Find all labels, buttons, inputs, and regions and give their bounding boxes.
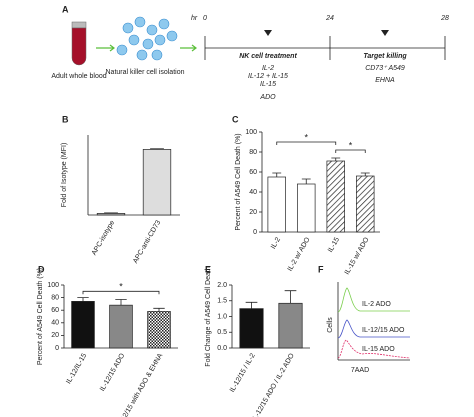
x-tick-label: APC-isotype: [91, 219, 117, 256]
label: EHNA: [375, 77, 395, 84]
x-tick-label: IL-15 w/ ADO: [344, 236, 371, 276]
y-tick-label: 100: [245, 129, 257, 136]
significance-label: *: [119, 282, 123, 292]
label: Adult whole blood: [51, 73, 106, 80]
y-tick-label: 0: [253, 229, 257, 236]
y-axis-label: Percent of A549 Cell Death (%): [235, 133, 242, 230]
x-tick-label: IL-15: [327, 236, 341, 253]
y-tick-label: 60: [51, 307, 59, 314]
y-tick-label: 0.5: [217, 329, 227, 336]
significance-label: *: [349, 140, 353, 150]
y-tick-label: 40: [51, 320, 59, 327]
legend-label: IL-2 ADO: [362, 301, 391, 308]
x-tick-label: IL-12/15 / IL-2: [229, 352, 257, 393]
y-tick-label: 60: [249, 169, 257, 176]
bar: [142, 149, 172, 216]
time: 28: [440, 15, 449, 22]
bar: [278, 302, 303, 349]
flow-histogram: [337, 282, 411, 361]
error-bar: [272, 172, 282, 177]
time: 0: [203, 15, 207, 22]
panel-letter: E: [205, 264, 211, 274]
label: CD73⁺ A549: [365, 65, 405, 72]
x-tick-label: IL-12/IL-15: [65, 352, 88, 385]
x-tick-label: APC-anti-CD73: [132, 219, 162, 264]
legend-label: IL-15 ADO: [362, 346, 395, 353]
time: 24: [325, 15, 334, 22]
panel-letter: B: [62, 114, 69, 124]
error-bar: [360, 172, 370, 176]
significance-bracket: [335, 149, 366, 153]
label: IL-12 + IL-15: [248, 73, 288, 80]
error-bar: [77, 297, 89, 302]
x-axis-label: 7AAD: [351, 367, 369, 374]
y-axis-label: Fold Change of A549 Cell Death: [205, 266, 212, 367]
label: IL-15: [260, 81, 276, 88]
significance-bracket: [276, 141, 337, 145]
bar: [356, 175, 375, 233]
y-axis-label: Percent of A549 Cell Death (%): [37, 268, 44, 365]
label: NK cell treatment: [239, 53, 297, 60]
y-axis-label: Cells: [327, 317, 334, 333]
panel-letter: F: [318, 264, 324, 274]
bar: [297, 183, 316, 233]
x-tick-label: IL-12/15 ADO / IL-2 ADO: [251, 352, 296, 417]
bar: [267, 176, 286, 233]
label: hr: [191, 15, 198, 22]
y-tick-label: 20: [249, 209, 257, 216]
bar: [71, 301, 95, 349]
bar: [326, 160, 345, 233]
y-tick-label: 100: [47, 282, 59, 289]
label: ADO: [259, 94, 276, 101]
blood-tube: [71, 21, 87, 66]
panel-letter: A: [62, 4, 69, 14]
error-bar: [150, 148, 164, 150]
y-tick-label: 80: [51, 294, 59, 301]
y-tick-label: 1.5: [217, 298, 227, 305]
arrow: [96, 44, 115, 52]
arrow: [180, 44, 197, 52]
bar: [96, 213, 126, 216]
error-bar: [153, 307, 165, 312]
error-bar: [284, 290, 297, 304]
y-tick-label: 1.0: [217, 313, 227, 320]
y-tick-label: 20: [51, 332, 59, 339]
x-tick-label: IL-2 w/ ADO: [287, 236, 312, 273]
error-bar: [331, 157, 341, 161]
nk-cells: [116, 16, 178, 61]
label: Natural killer cell isolation: [106, 69, 185, 76]
legend-label: IL-12/15 ADO: [362, 327, 405, 334]
error-bar: [301, 178, 311, 184]
x-tick-label: IL-2: [270, 236, 282, 250]
error-bar: [115, 299, 127, 306]
panel-letter: C: [232, 114, 239, 124]
y-tick-label: 2.0: [217, 282, 227, 289]
error-bar: [245, 301, 258, 309]
x-tick-label: IL-12/15 with ADO & EHNA: [116, 352, 165, 417]
y-tick-label: 0.0: [217, 345, 227, 352]
marker: [264, 30, 389, 36]
y-tick-label: 80: [249, 149, 257, 156]
y-axis-label: Fold of Isotype (MFI): [61, 143, 68, 208]
label: IL-2: [262, 65, 274, 72]
bar: [239, 308, 264, 349]
label: Target killing: [363, 53, 407, 60]
y-tick-label: 40: [249, 189, 257, 196]
bar: [109, 304, 133, 349]
panel-letter: D: [38, 264, 45, 274]
timeline: [204, 36, 446, 60]
significance-label: *: [304, 132, 308, 142]
bar: [147, 311, 171, 349]
significance-bracket: [82, 290, 160, 295]
y-tick-label: 0: [55, 345, 59, 352]
x-tick-label: IL-12/15 ADO: [99, 352, 127, 393]
